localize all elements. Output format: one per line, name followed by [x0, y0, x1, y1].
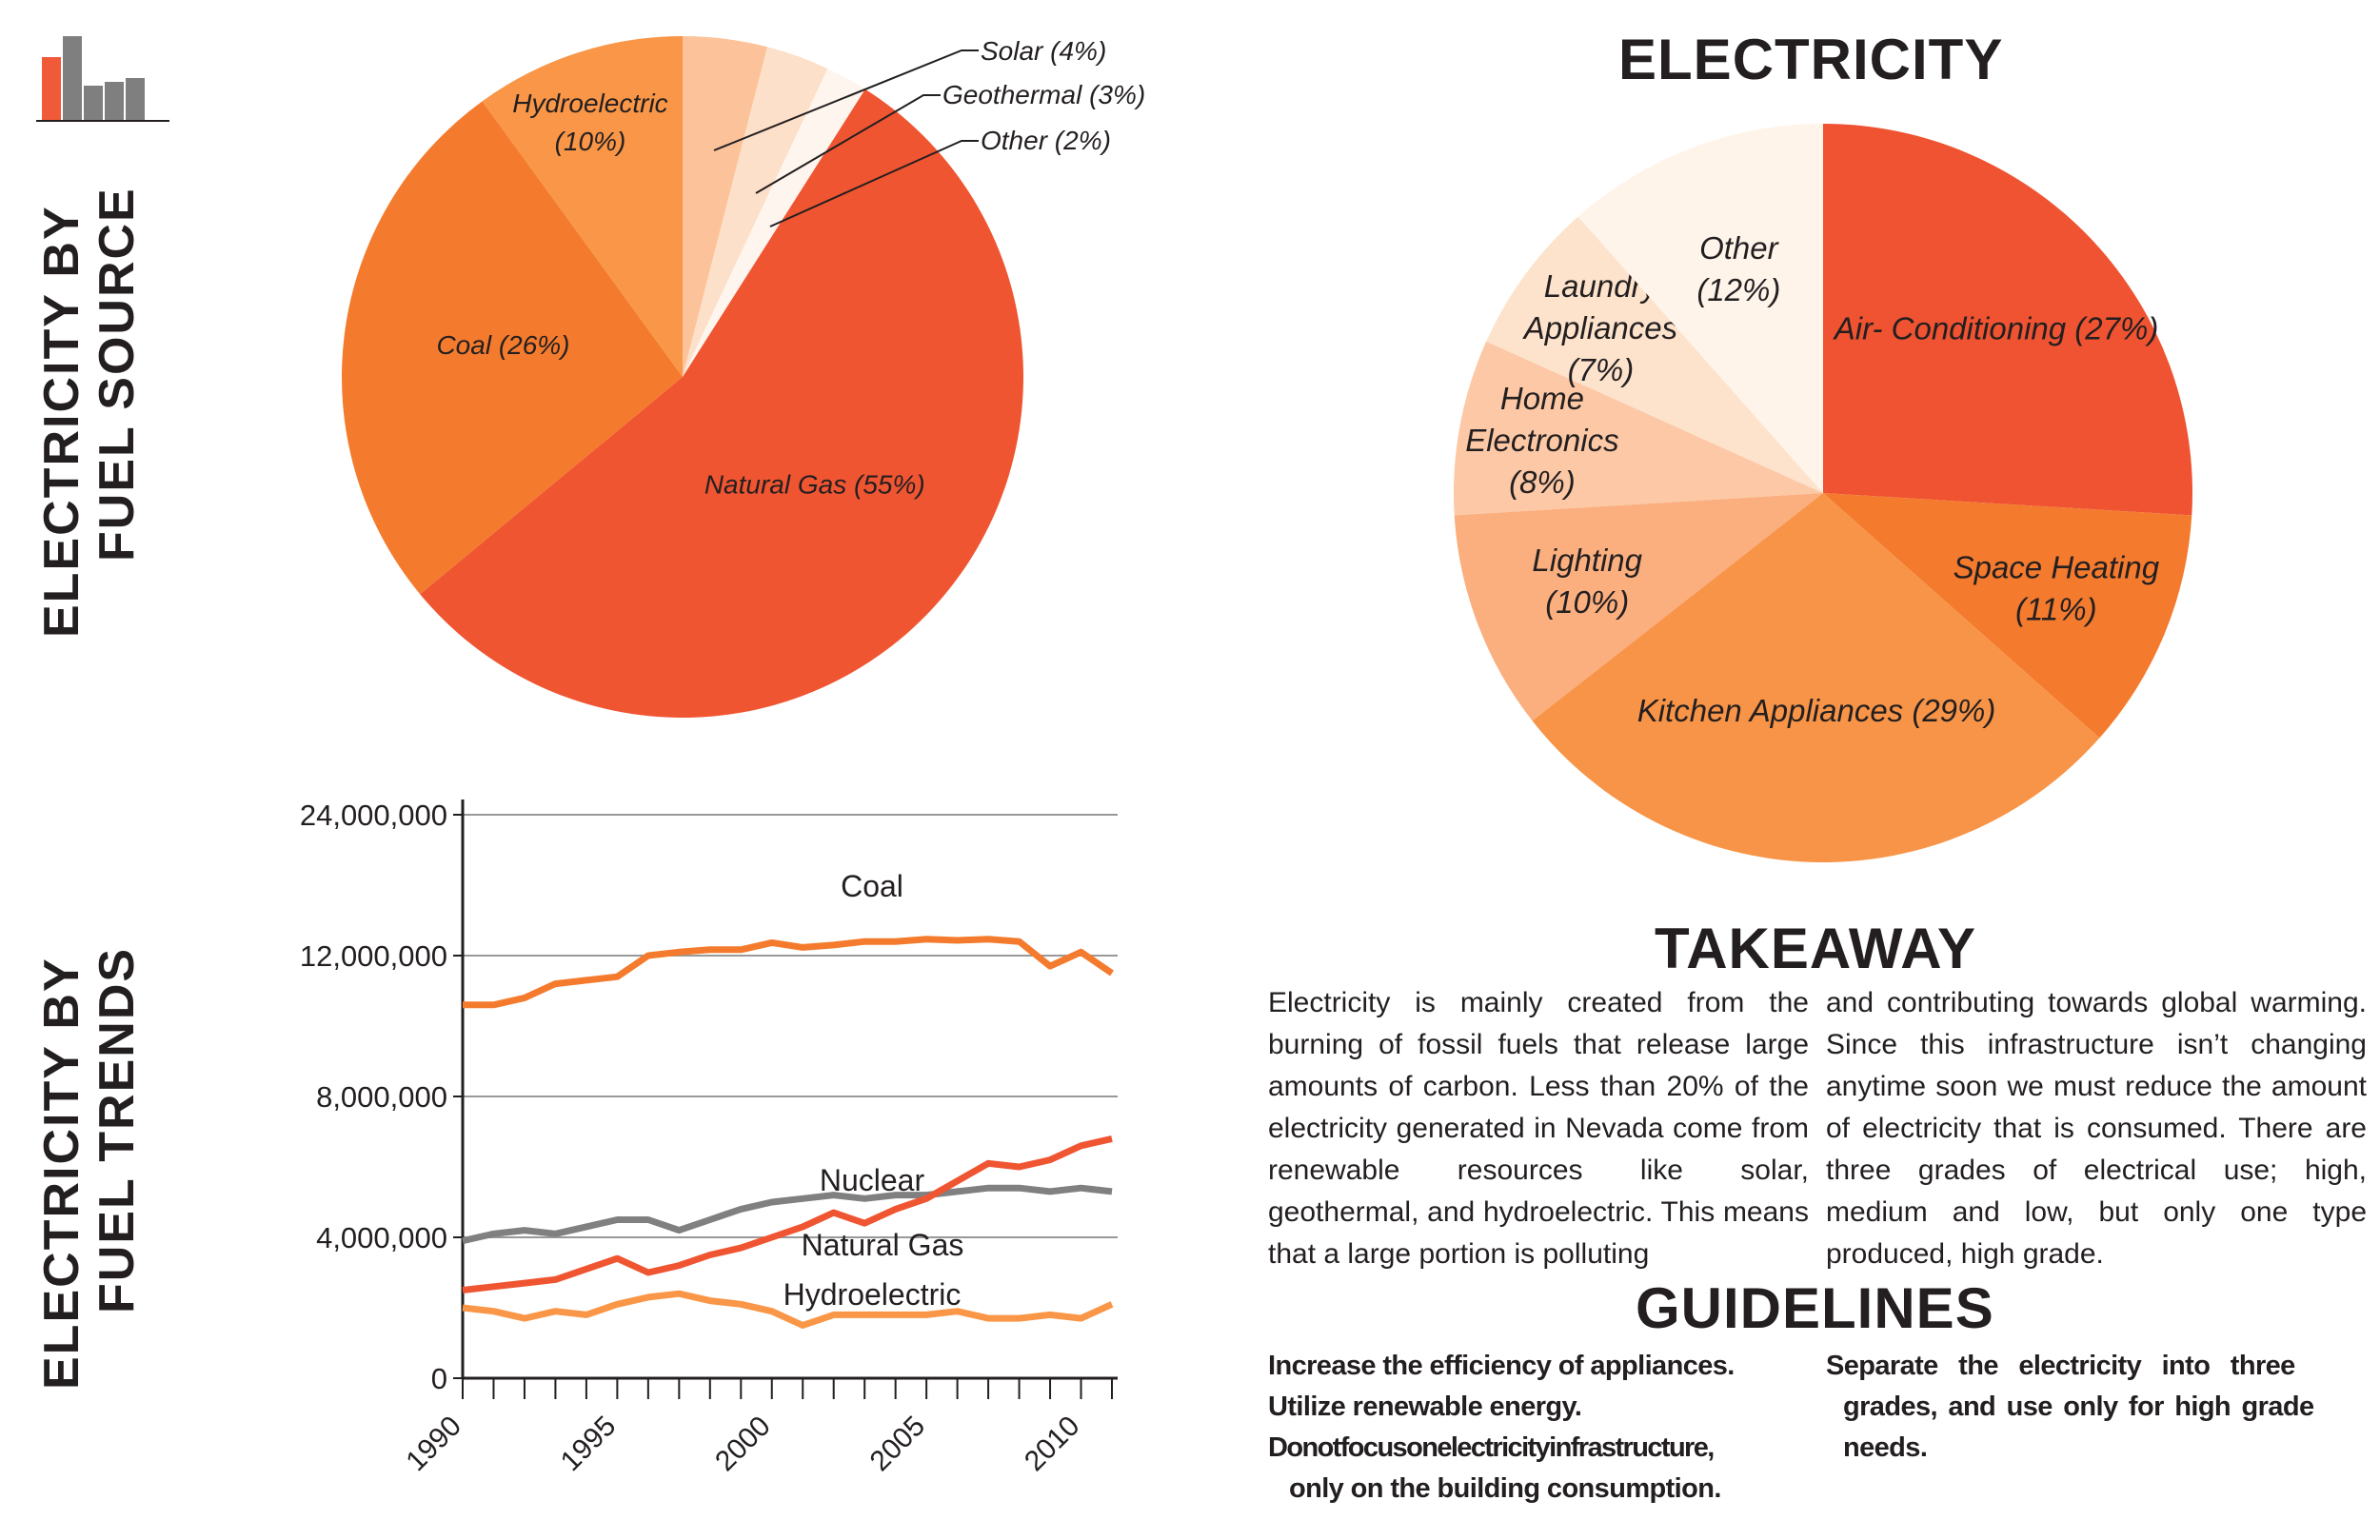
guideline-7: needs.: [1843, 1432, 1928, 1463]
pie-label-natural-gas: Natural Gas (55%): [704, 469, 925, 499]
x-tick-label-2010: 2010: [1019, 1411, 1086, 1478]
fuel-source-title: ELECTRICITY BY FUEL SOURCE: [34, 187, 145, 638]
pie-slice-solar: [683, 36, 768, 377]
series-line-coal: [463, 936, 1114, 1009]
fuel-trends-title-line2: FUEL TRENDS: [89, 946, 145, 1313]
pie-slice-coal: [342, 101, 683, 595]
fuel-source-title-line2: FUEL SOURCE: [89, 187, 145, 562]
pie-label-home-electronics-line-2: Electronics: [1465, 423, 1618, 458]
fuel-trends-line-chart: 0 4,000,000 8,000,000 12,000,000 24,000,000 1…: [300, 799, 1118, 1478]
pie-slice-lighting: [1454, 493, 1823, 721]
pie-slice-air-conditioning: [1823, 124, 2192, 516]
series-line-natural-gas: [462, 1135, 1113, 1293]
series-label-nuclear: Nuclear: [820, 1163, 925, 1197]
pie-label-other-line-2: (12%): [1696, 272, 1780, 307]
y-tick-label-0: 0: [431, 1362, 447, 1395]
logo-bar-5: [126, 78, 145, 120]
guideline-2: Utilize renewable energy.: [1268, 1392, 1582, 1422]
series-label-natural-gas: Natural Gas: [802, 1228, 964, 1262]
y-tick-label-3: 12,000,000: [300, 939, 447, 973]
x-tick-label-1995: 1995: [555, 1411, 623, 1478]
guideline-1: Increase the efficiency of appliances.: [1268, 1351, 1735, 1381]
pie-label-geothermal: Geothermal (3%): [942, 80, 1145, 109]
pie-slice-kitchen-appliances: [1532, 493, 2100, 862]
leader-line-solar: [713, 49, 979, 151]
y-tick-label-1: 4,000,000: [316, 1221, 447, 1254]
fuel-trends-title-line1: ELECTRICITY BY: [34, 957, 89, 1390]
logo-bar-2: [63, 36, 82, 120]
pie-slice-hydroelectric: [482, 36, 683, 377]
fuel-source-pie-chart: Natural Gas (55%) Coal (26%) Hydroelectric…: [342, 36, 1145, 719]
takeaway-text-col1: Electricity is mainly created from the b…: [1268, 987, 1809, 1270]
pie-label-laundry-appliances-line-2: Appliances: [1522, 310, 1677, 346]
pie-label-solar: Solar (4%): [981, 36, 1106, 66]
electricity-use-pie-chart: Air- Conditioning (27%) Space Heating (11%…: [1454, 124, 2192, 862]
pie-label-space-heating-line-1: Space Heating: [1954, 549, 2160, 584]
x-tick-label-2005: 2005: [864, 1411, 932, 1478]
pie-slice-laundry-appliances: [1486, 216, 1823, 493]
fuel-source-title-line1: ELECTRICITY BY: [34, 205, 89, 638]
x-tick-label-2000: 2000: [709, 1411, 777, 1478]
guidelines-col1: Increase the efficiency of appliances. U…: [1268, 1346, 1820, 1510]
x-tick-label-1990: 1990: [400, 1411, 467, 1478]
pie-slice-other: [683, 69, 865, 378]
series-line-hydroelectric: [462, 1290, 1114, 1329]
takeaway-heading: TAKEAWAY: [1655, 917, 1977, 980]
bar-chart-logo: [36, 36, 169, 122]
pie-label-air-conditioning-line-1: Air- Conditioning (27%): [1833, 311, 2159, 346]
electricity-heading: ELECTRICITY: [1618, 28, 2004, 91]
y-tick-label-2: 8,000,000: [316, 1080, 447, 1114]
series-label-coal: Coal: [841, 869, 903, 903]
pie-label-home-electronics-line-1: Home: [1500, 381, 1584, 416]
pie-label-other-line-1: Other: [1699, 230, 1780, 266]
pie-label-hydroelectric-pct: (10%): [555, 127, 626, 156]
logo-bar-1: [42, 57, 61, 120]
pie-slice-geothermal: [683, 47, 828, 378]
pie-label-other: Other (2%): [981, 126, 1111, 155]
guideline-3: Donotfocusonelectricityinfrastructure,: [1268, 1432, 1715, 1463]
pie-label-laundry-appliances-line-3: (7%): [1568, 352, 1635, 387]
pie-label-hydroelectric: Hydroelectric: [512, 89, 667, 118]
pie-label-lighting-line-1: Lighting: [1532, 543, 1642, 578]
pie-slice-natural-gas: [420, 89, 1023, 719]
guideline-5: Separate the electricity into three: [1826, 1351, 2295, 1381]
logo-bar-3: [84, 86, 103, 120]
pie-slice-home-electronics: [1454, 341, 1823, 516]
pie-slice-other: [1577, 124, 1823, 493]
pie-label-lighting-line-2: (10%): [1545, 584, 1629, 620]
pie-label-home-electronics-line-3: (8%): [1509, 464, 1576, 500]
pie-label-space-heating-line-2: (11%): [2015, 591, 2097, 626]
logo-bar-4: [105, 82, 124, 120]
guidelines-heading: GUIDELINES: [1636, 1276, 1994, 1340]
pie-label-coal: Coal (26%): [436, 330, 569, 360]
takeaway-text-col2: and contributing towards global warming.…: [1826, 987, 2367, 1270]
series-line-nuclear: [462, 1184, 1113, 1245]
leader-line-other: [769, 140, 979, 227]
pie-slice-space-heating: [1823, 493, 2192, 739]
guideline-4: only on the building consumption.: [1289, 1473, 1721, 1504]
leader-line-geothermal: [755, 94, 941, 194]
guidelines-col2: Separate the electricity into three grad…: [1826, 1346, 2369, 1469]
fuel-trends-title: ELECTRICITY BY FUEL TRENDS: [34, 947, 145, 1390]
guideline-6: grades, and use only for high grade: [1843, 1392, 2314, 1422]
y-tick-label-4: 24,000,000: [300, 799, 447, 832]
series-label-hydroelectric: Hydroelectric: [783, 1277, 962, 1312]
pie-label-kitchen-appliances-line-1: Kitchen Appliances (29%): [1637, 693, 1996, 728]
